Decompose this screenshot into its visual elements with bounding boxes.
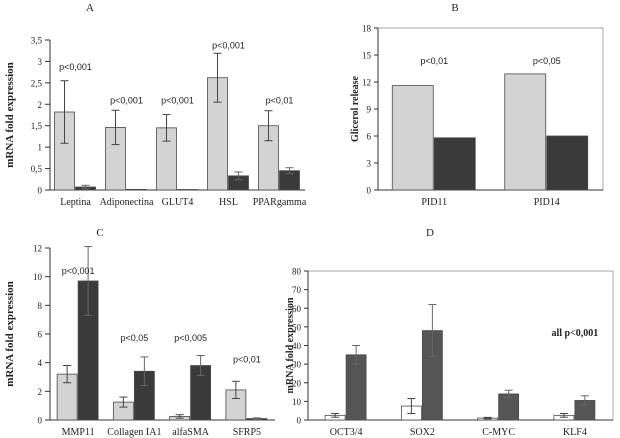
category-label: MMP11 — [62, 427, 95, 438]
category-label: C-MYC — [482, 427, 515, 438]
y-tick-label: 1 — [38, 143, 43, 153]
panel-B: B 0 3 6 9 12 15 18 Glicerol release PID11 PID14 p<0… — [350, 2, 604, 208]
category-label: GLUT4 — [162, 197, 194, 208]
category-label: alfaSMA — [172, 427, 209, 438]
y-tick-label: 0 — [38, 416, 43, 426]
panel-label: A — [86, 2, 94, 14]
y-tick-label: 2 — [38, 387, 43, 397]
p-value-label: p<0,01 — [266, 95, 294, 105]
y-tick-label: 3 — [367, 159, 372, 169]
y-tick-label: 0 — [38, 186, 43, 196]
p-value-label: p<0,001 — [59, 62, 92, 72]
y-tick-label: 4 — [38, 358, 43, 368]
category-label: HSL — [219, 197, 238, 208]
y-tick-label: 0 — [367, 186, 372, 196]
p-value-label: p<0,001 — [110, 95, 143, 105]
p-value-label: p<0,05 — [533, 56, 561, 66]
bar-dark-adiponectina — [126, 188, 147, 191]
panel-label: C — [96, 227, 103, 239]
y-tick-label: 15 — [362, 51, 372, 61]
panel-A: A 0 0,5 1 1,5 2 2,5 3 3,5 mRNA fold expression Lep… — [4, 2, 307, 208]
category-label: PID14 — [534, 197, 560, 208]
y-tick-label: 8 — [38, 301, 43, 311]
p-value-label: p<0,001 — [62, 266, 95, 276]
y-tick-label: 0 — [297, 416, 302, 426]
category-label: Adiponectina — [100, 197, 154, 208]
y-tick-label: 2,5 — [31, 78, 43, 88]
bar-dark-pid14 — [546, 135, 589, 191]
y-tick-label: 6 — [38, 330, 43, 340]
category-label: OCT3/4 — [330, 427, 363, 438]
p-value-label: all p<0,001 — [551, 328, 598, 339]
panel-label: B — [451, 2, 458, 14]
bar-dark-pid11 — [433, 137, 476, 191]
y-tick-label: 9 — [367, 105, 372, 115]
y-tick-label: 80 — [292, 267, 302, 277]
y-tick-label: 6 — [367, 132, 372, 142]
category-label: PID11 — [421, 197, 447, 208]
y-tick-label: 2 — [38, 100, 43, 110]
y-tick-label: 12 — [362, 78, 371, 88]
category-label: KLF4 — [563, 427, 587, 438]
p-value-label: p<0,01 — [233, 355, 261, 365]
y-tick-label: 60 — [292, 304, 302, 314]
y-tick-label: 1,5 — [31, 121, 43, 131]
p-value-label: p<0,05 — [120, 333, 148, 343]
panel-label: D — [426, 227, 434, 239]
panel-C: C 0 2 4 6 8 10 12 mRNA fold expression MMP11 Colla… — [4, 227, 275, 438]
y-tick-label: 18 — [362, 24, 372, 34]
y-tick-label: 70 — [292, 285, 302, 295]
p-value-label: p<0,01 — [420, 56, 448, 66]
p-value-label: p<0,001 — [161, 95, 194, 105]
category-label: SFRP5 — [233, 427, 261, 438]
y-axis-title: Glicerol release — [350, 75, 361, 142]
y-tick-label: 0,5 — [31, 164, 43, 174]
y-tick-label: 40 — [292, 341, 302, 351]
y-tick-label: 30 — [292, 360, 302, 370]
y-tick-label: 3 — [38, 57, 43, 67]
y-tick-label: 12 — [33, 244, 42, 254]
y-axis-title: mRNA fold expression — [4, 281, 16, 387]
y-tick-label: 10 — [292, 397, 302, 407]
y-tick-label: 20 — [292, 378, 302, 388]
category-label: Collagen IA1 — [107, 427, 161, 438]
y-axis-title: mRNA fold expression — [4, 62, 16, 168]
y-axis-title: mRNA fold expression — [285, 297, 296, 393]
bar-light-pid14 — [504, 73, 547, 191]
p-value-label: p<0,001 — [212, 41, 245, 51]
y-tick-label: 3,5 — [31, 36, 43, 46]
bar-dark-glut4 — [177, 189, 198, 191]
p-value-label: p<0,005 — [174, 333, 207, 343]
category-label: Leptina — [60, 197, 91, 208]
panel-D: D 0 10 20 30 40 50 60 70 80 mRNA fold expression OC… — [285, 227, 614, 438]
y-tick-label: 50 — [292, 322, 302, 332]
bar-light-pid11 — [391, 85, 434, 191]
category-label: PPARgamma — [253, 197, 307, 208]
y-tick-label: 10 — [33, 272, 43, 282]
category-label: SOX2 — [410, 427, 435, 438]
